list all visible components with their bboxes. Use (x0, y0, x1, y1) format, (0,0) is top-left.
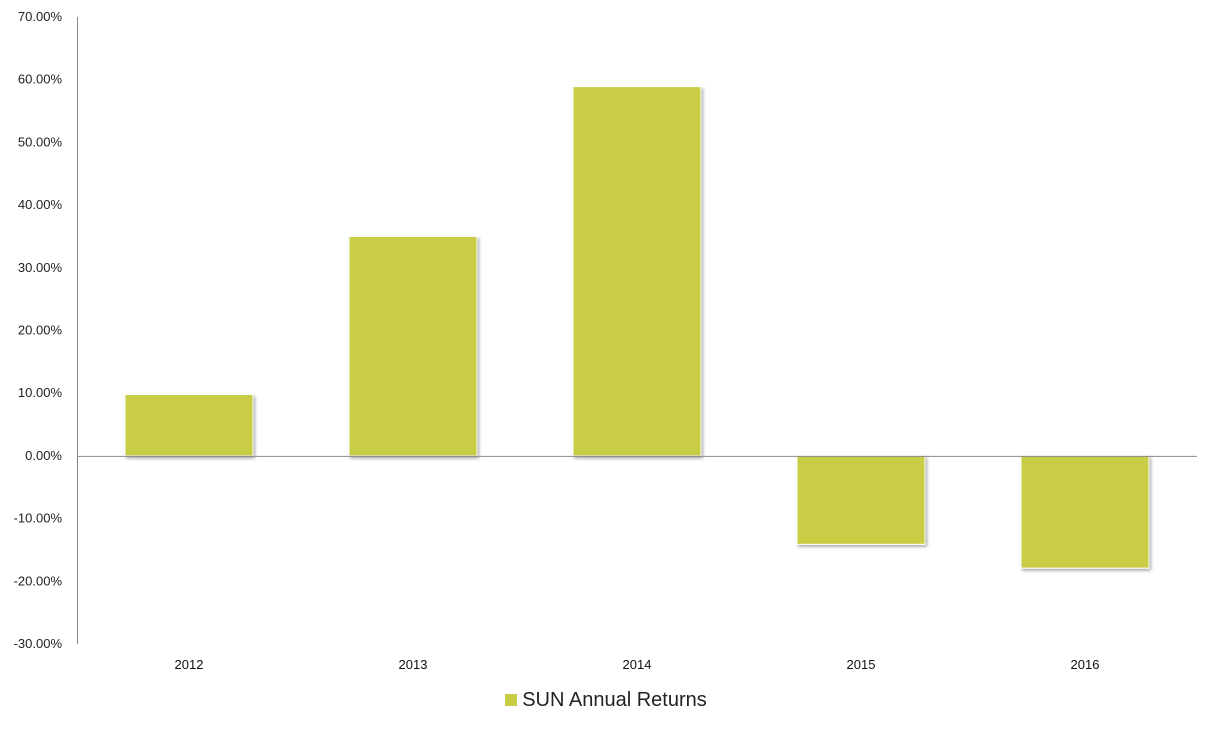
legend-swatch (505, 694, 518, 706)
bar-2013 (348, 235, 478, 457)
x-tick-label: 2016 (1071, 657, 1100, 672)
legend: SUN Annual Returns (0, 689, 1212, 712)
x-tick-label: 2015 (847, 657, 876, 672)
x-tick-label: 2012 (175, 657, 204, 672)
legend-label: SUN Annual Returns (522, 689, 707, 711)
y-tick-label: 50.00% (18, 134, 63, 149)
bar-2014 (572, 86, 702, 457)
y-tick-label: 40.00% (18, 197, 63, 212)
bar-2016 (1020, 455, 1150, 569)
y-tick-label: 70.00% (18, 9, 63, 24)
x-tick-label: 2014 (623, 657, 652, 672)
y-tick-label: -20.00% (14, 573, 63, 588)
y-tick-label: 60.00% (18, 72, 63, 87)
bar-2015 (796, 455, 926, 545)
y-tick-label: -10.00% (14, 511, 63, 526)
y-tick-label: -30.00% (14, 636, 63, 651)
y-tick-label: 20.00% (18, 323, 63, 338)
y-tick-label: 10.00% (18, 385, 63, 400)
bar-2012 (124, 393, 254, 457)
y-tick-label: 30.00% (18, 260, 63, 275)
x-tick-label: 2013 (399, 657, 428, 672)
y-tick-label: 0.00% (25, 448, 62, 463)
